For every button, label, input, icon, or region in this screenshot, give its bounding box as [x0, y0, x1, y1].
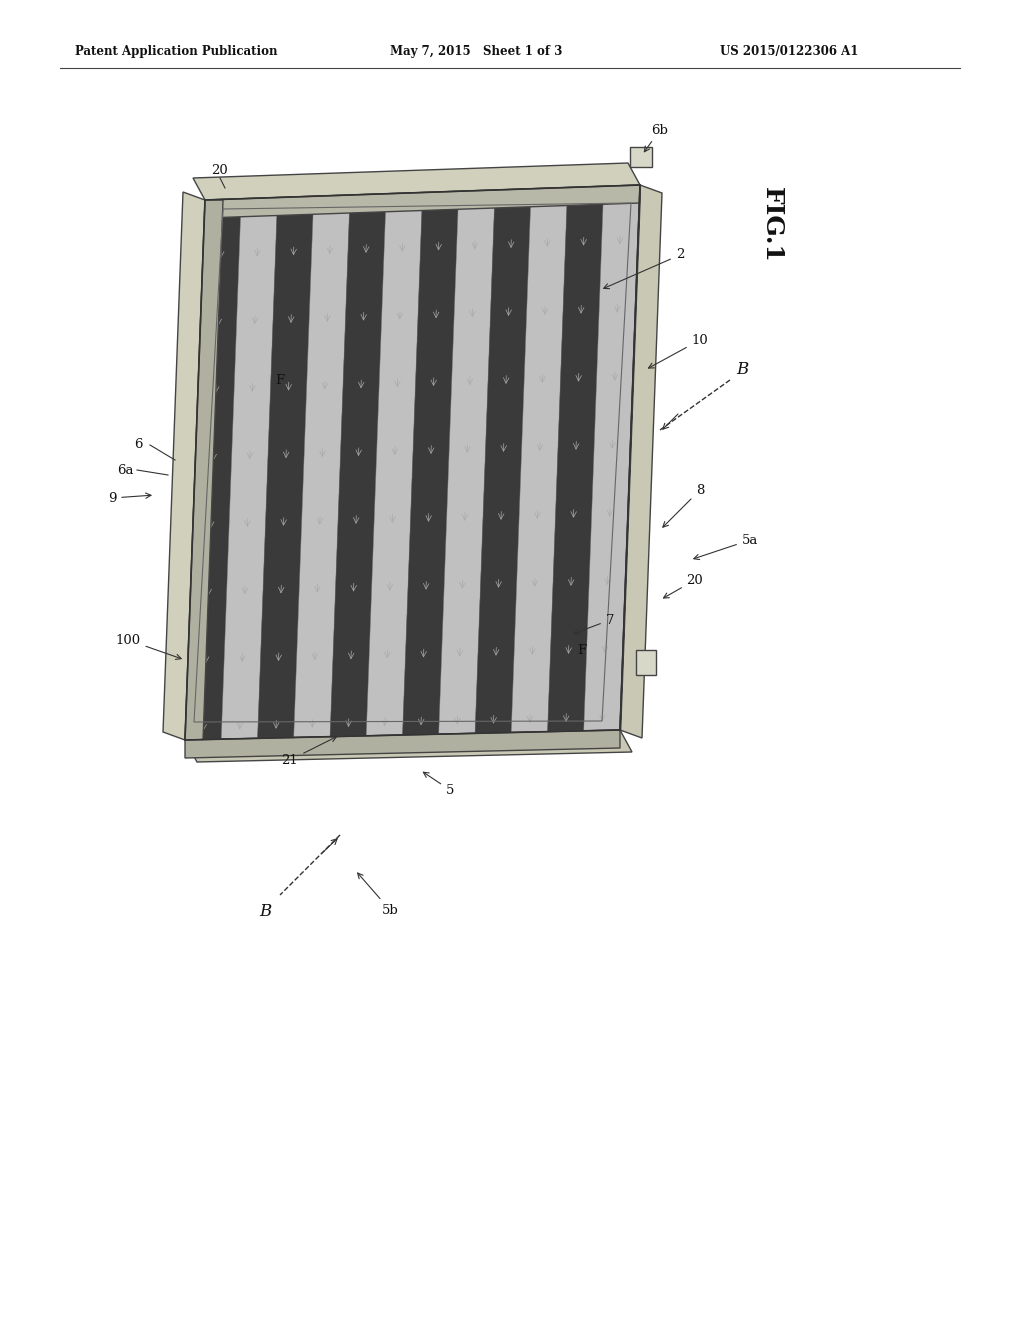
- Polygon shape: [257, 197, 314, 738]
- Polygon shape: [403, 191, 459, 735]
- Polygon shape: [293, 195, 350, 738]
- Text: US 2015/0122306 A1: US 2015/0122306 A1: [719, 45, 858, 58]
- Text: 8: 8: [662, 483, 703, 527]
- Text: Patent Application Publication: Patent Application Publication: [75, 45, 277, 58]
- Text: 5: 5: [423, 772, 453, 796]
- Text: 5b: 5b: [358, 873, 398, 916]
- Text: May 7, 2015   Sheet 1 of 3: May 7, 2015 Sheet 1 of 3: [389, 45, 561, 58]
- Text: 2: 2: [603, 248, 684, 289]
- Text: 6: 6: [133, 438, 142, 451]
- Text: 20: 20: [211, 164, 228, 177]
- Polygon shape: [184, 185, 639, 741]
- Text: F: F: [275, 374, 284, 387]
- Polygon shape: [620, 185, 661, 738]
- Polygon shape: [184, 199, 242, 741]
- Polygon shape: [438, 190, 494, 734]
- Text: 5a: 5a: [693, 533, 757, 560]
- Polygon shape: [547, 186, 603, 731]
- Polygon shape: [583, 185, 639, 731]
- Polygon shape: [330, 194, 386, 737]
- Text: 21: 21: [281, 737, 336, 767]
- Polygon shape: [184, 730, 632, 762]
- Text: 9: 9: [108, 491, 151, 504]
- Text: 7: 7: [574, 614, 613, 634]
- Polygon shape: [193, 162, 639, 201]
- Polygon shape: [221, 198, 277, 739]
- Polygon shape: [620, 185, 639, 748]
- Text: 6a: 6a: [116, 463, 133, 477]
- Text: FIG.1: FIG.1: [759, 187, 784, 263]
- Polygon shape: [366, 193, 422, 735]
- Text: 10: 10: [648, 334, 707, 368]
- Polygon shape: [636, 649, 655, 675]
- Polygon shape: [205, 185, 639, 218]
- Text: 100: 100: [115, 634, 181, 660]
- Polygon shape: [184, 201, 223, 741]
- Polygon shape: [630, 147, 651, 168]
- Text: B: B: [735, 362, 747, 379]
- Text: 20: 20: [662, 573, 703, 598]
- Polygon shape: [475, 189, 531, 734]
- Polygon shape: [184, 730, 620, 758]
- Text: F: F: [577, 644, 586, 656]
- Polygon shape: [163, 191, 205, 741]
- Text: B: B: [259, 903, 271, 920]
- Polygon shape: [511, 187, 567, 733]
- Text: 6b: 6b: [644, 124, 667, 152]
